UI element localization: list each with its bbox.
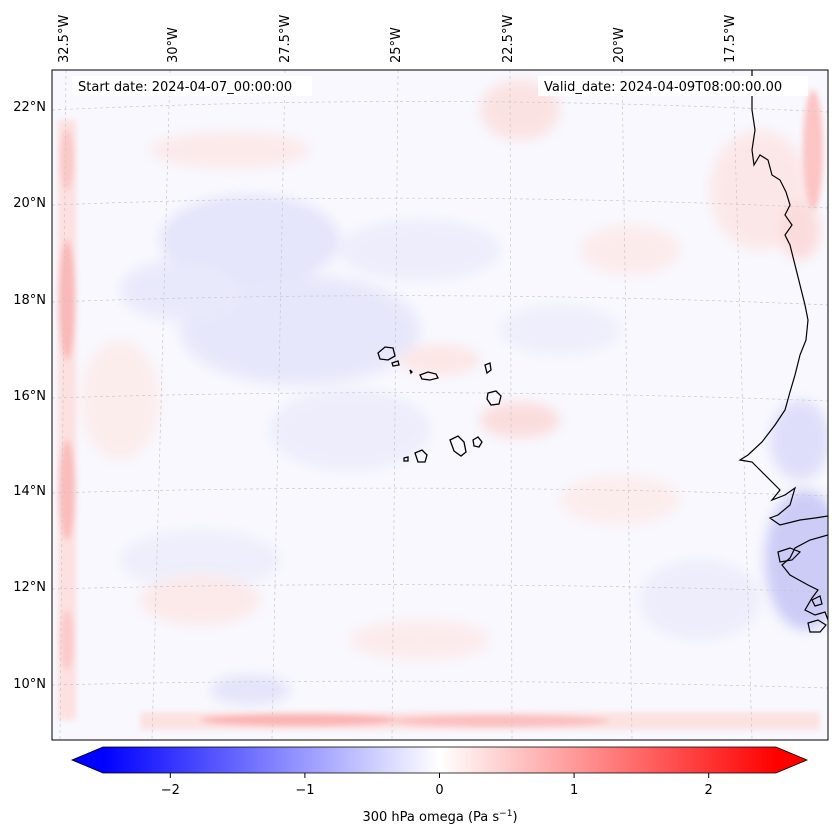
start-date-box <box>72 76 312 96</box>
start-date-label: Start date: 2024-04-07_00:00:00 <box>78 80 292 95</box>
lon-label: 27.5°W <box>278 15 293 63</box>
colorbar-min-extend <box>72 747 103 773</box>
lon-label: 25°W <box>389 27 404 63</box>
colorbar-tick-label: 1 <box>570 783 578 798</box>
lon-label: 20°W <box>612 27 627 63</box>
colorbar-tick-label: 0 <box>435 783 443 798</box>
lat-label: 12°N <box>13 580 46 595</box>
lat-label: 10°N <box>13 677 46 692</box>
valid-date-label: Valid_date: 2024-04-09T08:00:00.00 <box>544 80 782 95</box>
lat-label: 20°N <box>13 196 46 211</box>
lat-label: 16°N <box>13 389 46 404</box>
cape-verde-islands <box>377 346 502 463</box>
lat-label: 18°N <box>13 293 46 308</box>
lon-label: 22.5°W <box>501 15 516 63</box>
lat-label: 14°N <box>13 484 46 499</box>
colorbar-gradient <box>103 747 776 773</box>
lon-label: 17.5°W <box>723 15 738 63</box>
colorbar: −2 −1 0 1 2 300 hPa omega (Pa s−1) <box>70 746 809 825</box>
graticule <box>52 70 828 740</box>
omega-field <box>52 70 828 740</box>
colorbar-max-extend <box>776 747 807 773</box>
colorbar-title: 300 hPa omega (Pa s−1) <box>362 809 517 825</box>
colorbar-tick-label: 2 <box>705 783 713 798</box>
lat-label: 22°N <box>13 100 46 115</box>
colorbar-tick-label: −2 <box>161 783 180 798</box>
map-frame <box>51 69 829 741</box>
colorbar-tick-label: −1 <box>295 783 314 798</box>
longitude-labels: 32.5°W 30°W 27.5°W 25°W 22.5°W 20°W 17.5… <box>57 15 738 63</box>
lon-label: 32.5°W <box>57 15 72 63</box>
lon-label: 30°W <box>166 27 181 63</box>
colorbar-ticks: −2 −1 0 1 2 <box>161 773 713 798</box>
coastline <box>738 70 828 633</box>
valid-date-box <box>538 76 808 96</box>
latitude-labels: 22°N 20°N 18°N 16°N 14°N 12°N 10°N <box>13 100 46 692</box>
